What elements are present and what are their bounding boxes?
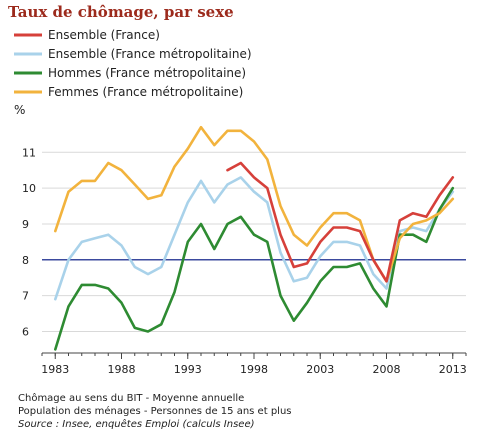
- series-line-2: [53, 186, 455, 351]
- legend-label: Ensemble (France): [48, 28, 160, 42]
- x-tick-label: 2003: [306, 363, 334, 376]
- plot-area: 6 7 8 9 10 11 1983 1988 1993 1998 2003 2008 2013: [22, 125, 467, 376]
- y-tick-label: 6: [22, 325, 29, 338]
- y-tick-label: 10: [22, 182, 36, 195]
- series-line-3: [53, 125, 455, 283]
- x-tick-label: 1983: [41, 363, 69, 376]
- legend-label: Femmes (France métropolitaine): [48, 85, 243, 99]
- legend-label: Hommes (France métropolitaine): [48, 66, 246, 80]
- chart-title: Taux de chômage, par sexe: [8, 3, 234, 21]
- x-tick-label: 1998: [240, 363, 268, 376]
- x-tick-label: 2013: [439, 363, 467, 376]
- x-tick-label: 2008: [373, 363, 401, 376]
- x-tick-label: 1993: [174, 363, 202, 376]
- footnote-population: Population des ménages - Personnes de 15…: [18, 405, 292, 417]
- y-axis-unit: %: [14, 103, 25, 117]
- y-tick-label: 7: [22, 290, 29, 303]
- footnote-bit: Chômage au sens du BIT - Moyenne annuell…: [18, 392, 244, 404]
- legend-label: Ensemble (France métropolitaine): [48, 47, 252, 61]
- y-tick-label: 11: [22, 146, 36, 159]
- footnote-source: Source : Insee, enquêtes Emploi (calculs…: [18, 418, 255, 430]
- y-tick-label: 8: [22, 254, 29, 267]
- series-line-1: [53, 176, 455, 301]
- legend: Ensemble (France) Ensemble (France métrop…: [14, 28, 252, 99]
- x-tick-label: 1988: [108, 363, 136, 376]
- series-line-0: [226, 161, 455, 283]
- y-tick-label: 9: [22, 218, 29, 231]
